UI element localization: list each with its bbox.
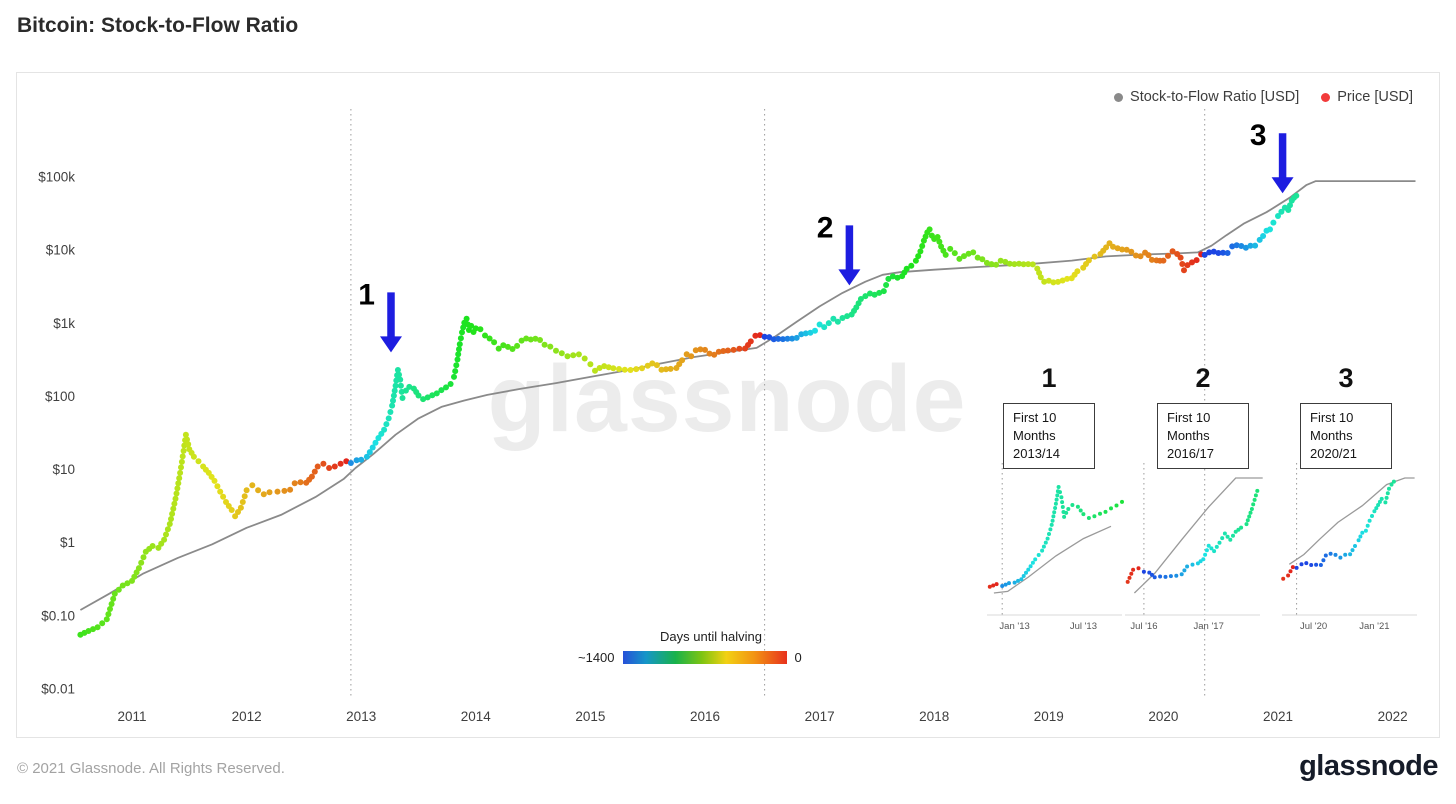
legend-item-price: Price [USD] [1321,89,1413,105]
svg-text:2013: 2013 [346,709,376,724]
colorbar-title: Days until halving [660,629,762,644]
svg-text:Jan '17: Jan '17 [1194,621,1224,632]
inset-chart-2: Jul '16 Jan '17 [1125,463,1263,632]
inset-3-number: 3 [1338,363,1354,393]
svg-text:$100k: $100k [38,170,75,185]
svg-text:2017: 2017 [805,709,835,724]
svg-text:2018: 2018 [919,709,949,724]
copyright-text: © 2021 Glassnode. All Rights Reserved. [17,760,285,777]
colorbar: ~1400 0 [578,650,802,665]
svg-text:2015: 2015 [575,709,605,724]
y-axis-labels: $100k $10k $1k $100 $10 $1 $0.10 $0.01 [38,170,75,697]
svg-text:Jul '16: Jul '16 [1130,621,1157,632]
svg-text:$1k: $1k [53,316,75,331]
svg-text:2020: 2020 [1148,709,1178,724]
svg-text:2014: 2014 [461,709,492,724]
legend-item-s2f: Stock-to-Flow Ratio [USD] [1114,89,1299,105]
inset-chart-3: Jul '20 Jan '21 [1281,463,1417,632]
inset-3-label-box: First 10 Months 2020/21 [1300,403,1392,469]
svg-text:2022: 2022 [1378,709,1408,724]
halving-arrows: 1 2 3 [358,119,1294,353]
svg-text:2021: 2021 [1263,709,1293,724]
inset-1-label-box: First 10 Months 2013/14 [1003,403,1095,469]
x-axis-labels: 2011 2012 2013 2014 2015 2016 2017 2018 2019 2020… [117,709,1407,724]
svg-text:$100: $100 [45,389,75,404]
svg-text:3: 3 [1250,119,1267,152]
svg-text:Jul '20: Jul '20 [1300,621,1327,632]
svg-text:Jan '13: Jan '13 [999,621,1029,632]
svg-text:2019: 2019 [1034,709,1064,724]
page-title: Bitcoin: Stock-to-Flow Ratio [17,14,299,37]
colorbar-min-label: 0 [794,650,802,665]
s2f-series-dot-icon [1114,92,1124,102]
glassnode-watermark: glassnode [487,346,967,452]
svg-text:1: 1 [358,278,375,311]
colorbar-max-label: ~1400 [578,650,615,665]
price-series [77,192,1300,638]
inset-1-number: 1 [1041,363,1057,393]
legend-label-s2f: Stock-to-Flow Ratio [USD] [1130,89,1300,105]
svg-text:Jan '21: Jan '21 [1359,621,1389,632]
chart-card: glassnode $100k $10k $1k $100 $10 $1 $0.10 $0.0… [16,72,1440,738]
price-series-dot-icon [1321,92,1331,102]
s2f-model-line [79,180,1416,611]
svg-text:Jul '13: Jul '13 [1070,621,1097,632]
svg-text:2011: 2011 [117,709,146,724]
inset-2-number: 2 [1195,363,1211,393]
inset-2-label-box: First 10 Months 2016/17 [1157,403,1249,469]
halving-lines [350,109,1206,698]
legend-label-price: Price [USD] [1337,89,1413,105]
svg-text:$10: $10 [52,462,75,477]
colorbar-gradient [622,651,787,664]
chart-legend: Stock-to-Flow Ratio [USD] Price [USD] [1114,89,1413,105]
svg-text:2016: 2016 [690,709,720,724]
svg-text:2: 2 [817,211,834,244]
glassnode-logo: glassnode [1299,750,1438,782]
svg-text:$1: $1 [60,535,75,550]
svg-text:2012: 2012 [232,709,262,724]
inset-chart-1: Jan '13 Jul '13 [987,463,1124,632]
svg-text:$0.10: $0.10 [41,608,75,623]
svg-text:$10k: $10k [46,243,76,258]
svg-text:$0.01: $0.01 [41,682,75,697]
